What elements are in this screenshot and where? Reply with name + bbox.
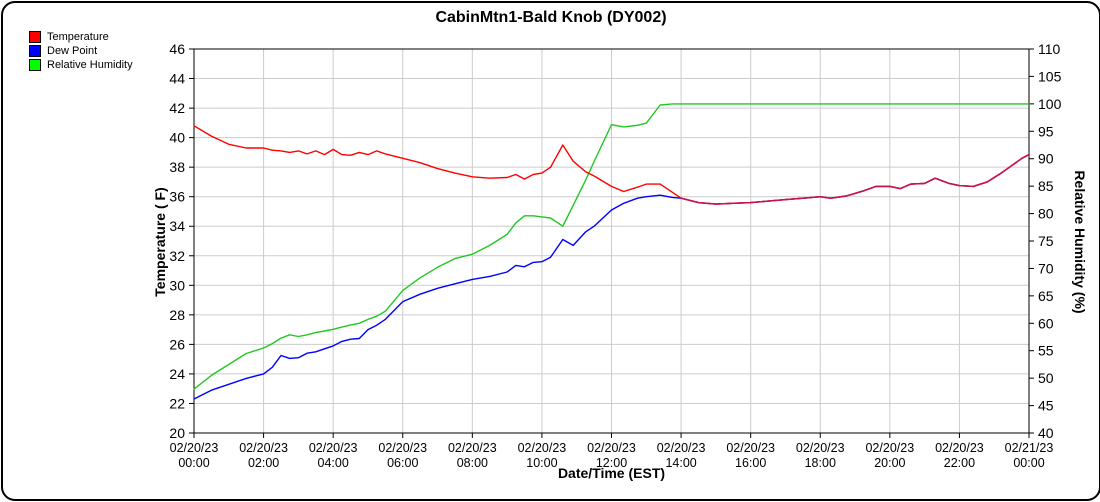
legend: Temperature Dew Point Relative Humidity [29,30,133,72]
x-tick-date: 02/20/23 [657,441,706,455]
x-tick-date: 02/20/23 [796,441,845,455]
x-tick-time: 06:00 [387,456,418,470]
x-tick-date: 02/20/23 [239,441,288,455]
x-tick-time: 10:00 [526,456,557,470]
x-tick-date: 02/20/23 [170,441,219,455]
x-tick-date: 02/20/23 [448,441,497,455]
left-tick-label: 30 [169,277,185,293]
x-tick-date: 02/20/23 [865,441,914,455]
right-tick-label: 80 [1038,206,1054,222]
left-tick-label: 32 [169,248,185,264]
x-tick-date: 02/20/23 [309,441,358,455]
series-relative-humidity [193,103,1030,390]
x-tick-date: 02/20/23 [726,441,775,455]
left-tick-label: 36 [169,189,185,205]
right-tick-label: 95 [1038,123,1054,139]
x-tick-time: 22:00 [944,456,975,470]
right-tick-label: 75 [1038,233,1054,249]
x-tick-date: 02/21/23 [1005,441,1054,455]
right-tick-label: 110 [1038,41,1061,57]
x-tick-date: 02/20/23 [587,441,636,455]
legend-item-relative-humidity: Relative Humidity [29,58,133,72]
left-tick-label: 22 [169,395,185,411]
x-tick-time: 12:00 [596,456,627,470]
left-tick-label: 42 [169,100,185,116]
legend-item-label: Relative Humidity [47,59,133,71]
x-tick-date: 02/20/23 [518,441,567,455]
left-tick-label: 46 [169,41,185,57]
right-tick-label: 70 [1038,260,1054,276]
chart-canvas: 20 22 24 26 28 30 32 34 36 38 40 42 44 46 40 45 50 55 60 65… [169,41,1062,470]
legend-item-label: Dew Point [47,45,98,57]
x-tick-time: 00:00 [178,456,209,470]
x-tick-time: 16:00 [735,456,766,470]
right-tick-label: 85 [1038,178,1054,194]
relative-humidity-swatch-icon [29,59,41,71]
x-tick-time: 20:00 [874,456,905,470]
left-tick-label: 20 [169,425,185,441]
right-tick-label: 60 [1038,315,1054,331]
legend-item-label: Temperature [47,31,109,43]
left-tick-label: 44 [169,71,185,87]
x-tick-date: 02/20/23 [935,441,984,455]
right-tick-label: 65 [1038,288,1054,304]
right-tick-label: 100 [1038,96,1062,112]
x-tick-date: 02/20/23 [378,441,427,455]
right-tick-label: 45 [1038,398,1054,414]
left-tick-label: 28 [169,307,185,323]
x-tick-time: 02:00 [248,456,279,470]
right-tick-label: 40 [1038,425,1054,441]
x-tick-time: 04:00 [318,456,349,470]
left-tick-label: 38 [169,159,185,175]
right-tick-label: 90 [1038,151,1054,167]
left-tick-label: 24 [169,366,185,382]
temperature-swatch-icon [29,31,41,43]
left-tick-label: 34 [169,218,185,234]
x-axis-title: Date/Time (EST) [557,465,666,481]
series-temperature-dewpoint-merged [680,153,1030,205]
left-tick-label: 26 [169,336,185,352]
chart-title: CabinMtn1-Bald Knob (DY002) [435,9,667,26]
right-tick-label: 50 [1038,370,1054,386]
right-tick-label: 105 [1038,68,1062,84]
x-tick-time: 14:00 [665,456,696,470]
right-tick-label: 55 [1038,343,1054,359]
dew-point-swatch-icon [29,45,41,57]
x-tick-time: 00:00 [1013,456,1044,470]
legend-item-temperature: Temperature [29,30,133,44]
x-tick-time: 18:00 [805,456,836,470]
legend-item-dew-point: Dew Point [29,44,133,58]
x-tick-time: 08:00 [457,456,488,470]
left-tick-label: 40 [169,130,185,146]
